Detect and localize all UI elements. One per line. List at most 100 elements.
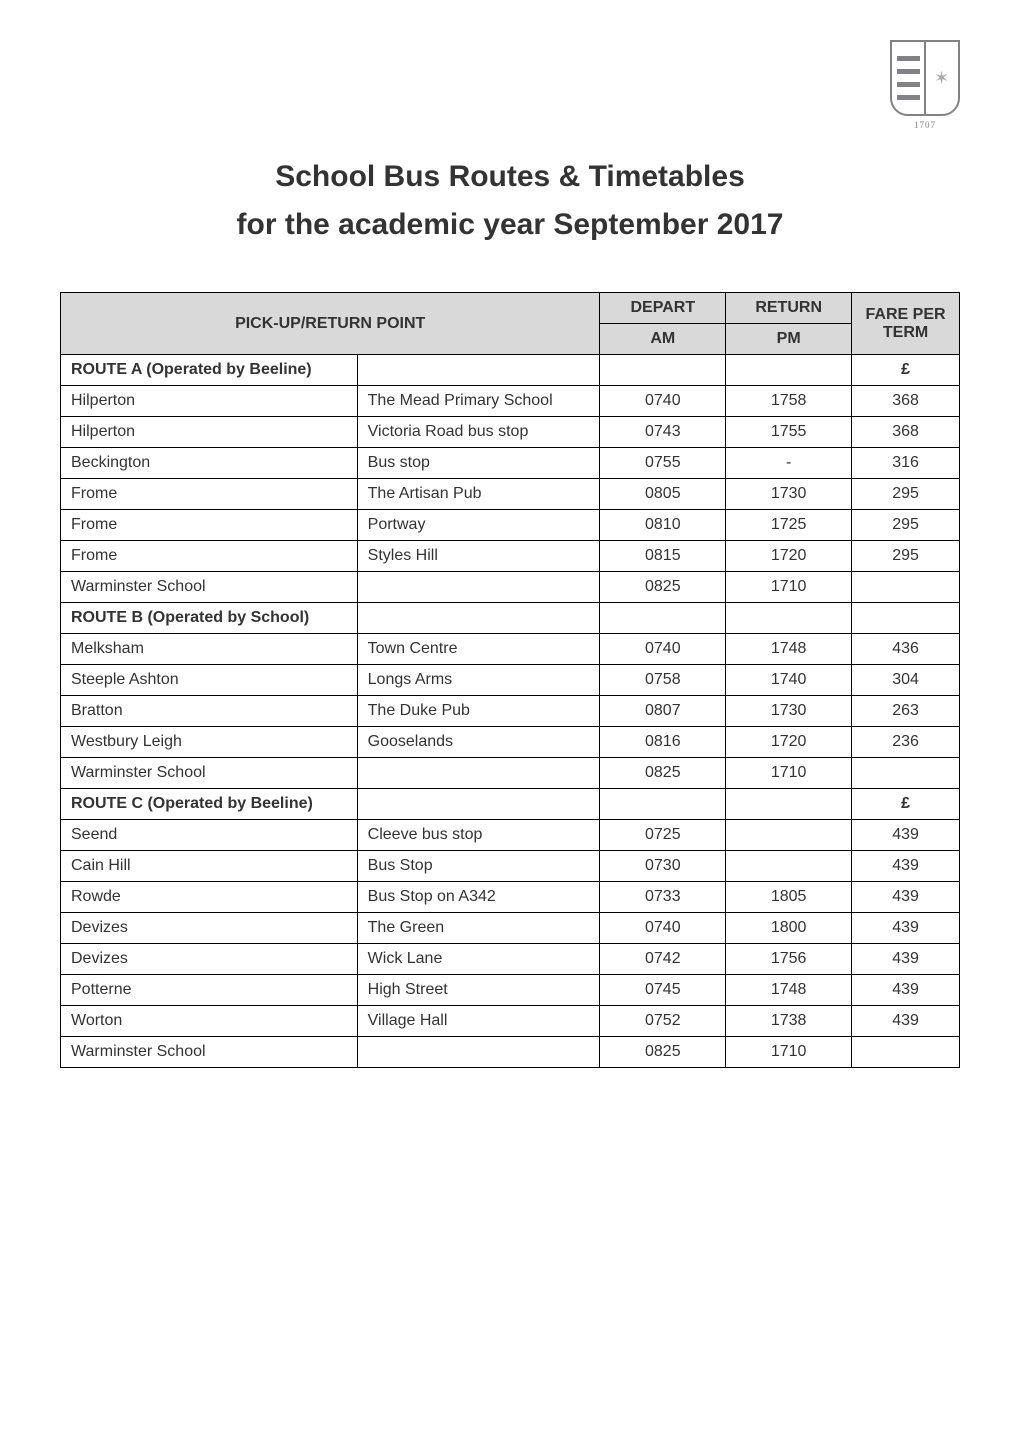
header-depart: DEPART <box>600 293 726 324</box>
table-row: FromeStyles Hill08151720295 <box>61 541 960 572</box>
cell-location: Frome <box>61 479 358 510</box>
cell-point: Wick Lane <box>357 944 600 975</box>
section-blank <box>600 603 726 634</box>
cell-location: Devizes <box>61 913 358 944</box>
cell-fare <box>852 758 960 789</box>
cell-location: Frome <box>61 541 358 572</box>
cell-am: 0807 <box>600 696 726 727</box>
cell-fare: 236 <box>852 727 960 758</box>
cell-point <box>357 572 600 603</box>
table-row: DevizesWick Lane07421756439 <box>61 944 960 975</box>
cell-fare: 295 <box>852 510 960 541</box>
table-row: Westbury LeighGooselands08161720236 <box>61 727 960 758</box>
shield-crest-icon: ✶ <box>925 42 958 114</box>
cell-am: 0815 <box>600 541 726 572</box>
cell-point: The Green <box>357 913 600 944</box>
section-blank <box>357 603 600 634</box>
cell-am: 0758 <box>600 665 726 696</box>
cell-fare: 295 <box>852 541 960 572</box>
cell-point: Cleeve bus stop <box>357 820 600 851</box>
logo-container: ✶ 1707 <box>60 40 960 130</box>
cell-fare: 304 <box>852 665 960 696</box>
cell-am: 0740 <box>600 634 726 665</box>
section-header-row: ROUTE A (Operated by Beeline)£ <box>61 355 960 386</box>
cell-location: Seend <box>61 820 358 851</box>
cell-fare <box>852 1037 960 1068</box>
cell-am: 0825 <box>600 758 726 789</box>
cell-pm: 1756 <box>726 944 852 975</box>
cell-location: Cain Hill <box>61 851 358 882</box>
cell-fare: 439 <box>852 944 960 975</box>
cell-fare: 436 <box>852 634 960 665</box>
cell-am: 0740 <box>600 913 726 944</box>
cell-location: Frome <box>61 510 358 541</box>
cell-fare: 368 <box>852 417 960 448</box>
cell-fare: 439 <box>852 882 960 913</box>
cell-point: Longs Arms <box>357 665 600 696</box>
cell-location: Potterne <box>61 975 358 1006</box>
cell-pm: - <box>726 448 852 479</box>
cell-pm: 1725 <box>726 510 852 541</box>
cell-point: Victoria Road bus stop <box>357 417 600 448</box>
section-currency <box>852 603 960 634</box>
routes-table: PICK-UP/RETURN POINT DEPART RETURN FARE … <box>60 292 960 1068</box>
header-return: RETURN <box>726 293 852 324</box>
section-name: ROUTE C (Operated by Beeline) <box>61 789 358 820</box>
cell-pm: 1710 <box>726 572 852 603</box>
cell-point: Village Hall <box>357 1006 600 1037</box>
cell-pm <box>726 851 852 882</box>
cell-am: 0743 <box>600 417 726 448</box>
cell-am: 0755 <box>600 448 726 479</box>
cell-pm <box>726 820 852 851</box>
cell-am: 0752 <box>600 1006 726 1037</box>
section-name: ROUTE A (Operated by Beeline) <box>61 355 358 386</box>
page-title: School Bus Routes & Timetables <box>60 160 960 194</box>
cell-point: Styles Hill <box>357 541 600 572</box>
cell-point: High Street <box>357 975 600 1006</box>
section-blank <box>726 603 852 634</box>
table-row: PotterneHigh Street07451748439 <box>61 975 960 1006</box>
table-row: Warminster School 08251710 <box>61 572 960 603</box>
cell-fare: 316 <box>852 448 960 479</box>
cell-point: Gooselands <box>357 727 600 758</box>
cell-point: Bus stop <box>357 448 600 479</box>
table-row: HilpertonThe Mead Primary School07401758… <box>61 386 960 417</box>
cell-pm: 1800 <box>726 913 852 944</box>
table-row: SeendCleeve bus stop0725439 <box>61 820 960 851</box>
cell-location: Hilperton <box>61 386 358 417</box>
cell-pm: 1758 <box>726 386 852 417</box>
cell-pm: 1805 <box>726 882 852 913</box>
cell-point: The Artisan Pub <box>357 479 600 510</box>
cell-pm: 1720 <box>726 727 852 758</box>
cell-location: Warminster School <box>61 1037 358 1068</box>
table-row: BeckingtonBus stop0755-316 <box>61 448 960 479</box>
school-logo: ✶ 1707 <box>890 40 960 130</box>
cell-fare: 439 <box>852 851 960 882</box>
cell-point: The Mead Primary School <box>357 386 600 417</box>
header-pm: PM <box>726 324 852 355</box>
cell-point: Town Centre <box>357 634 600 665</box>
table-row: FromePortway08101725295 <box>61 510 960 541</box>
section-header-row: ROUTE B (Operated by School) <box>61 603 960 634</box>
cell-fare: 439 <box>852 820 960 851</box>
cell-location: Bratton <box>61 696 358 727</box>
cell-pm: 1748 <box>726 975 852 1006</box>
header-am: AM <box>600 324 726 355</box>
cell-location: Warminster School <box>61 572 358 603</box>
cell-pm: 1748 <box>726 634 852 665</box>
cell-point: Bus Stop on A342 <box>357 882 600 913</box>
cell-fare: 439 <box>852 913 960 944</box>
table-row: Warminster School08251710 <box>61 758 960 789</box>
cell-am: 0825 <box>600 572 726 603</box>
cell-pm: 1730 <box>726 696 852 727</box>
table-row: Cain HillBus Stop0730439 <box>61 851 960 882</box>
cell-pm: 1710 <box>726 1037 852 1068</box>
cell-pm: 1740 <box>726 665 852 696</box>
cell-am: 0730 <box>600 851 726 882</box>
cell-location: Devizes <box>61 944 358 975</box>
section-blank <box>726 355 852 386</box>
cell-location: Worton <box>61 1006 358 1037</box>
table-row: Warminster School08251710 <box>61 1037 960 1068</box>
routes-table-body: ROUTE A (Operated by Beeline)£HilpertonT… <box>61 355 960 1068</box>
cell-fare: 368 <box>852 386 960 417</box>
